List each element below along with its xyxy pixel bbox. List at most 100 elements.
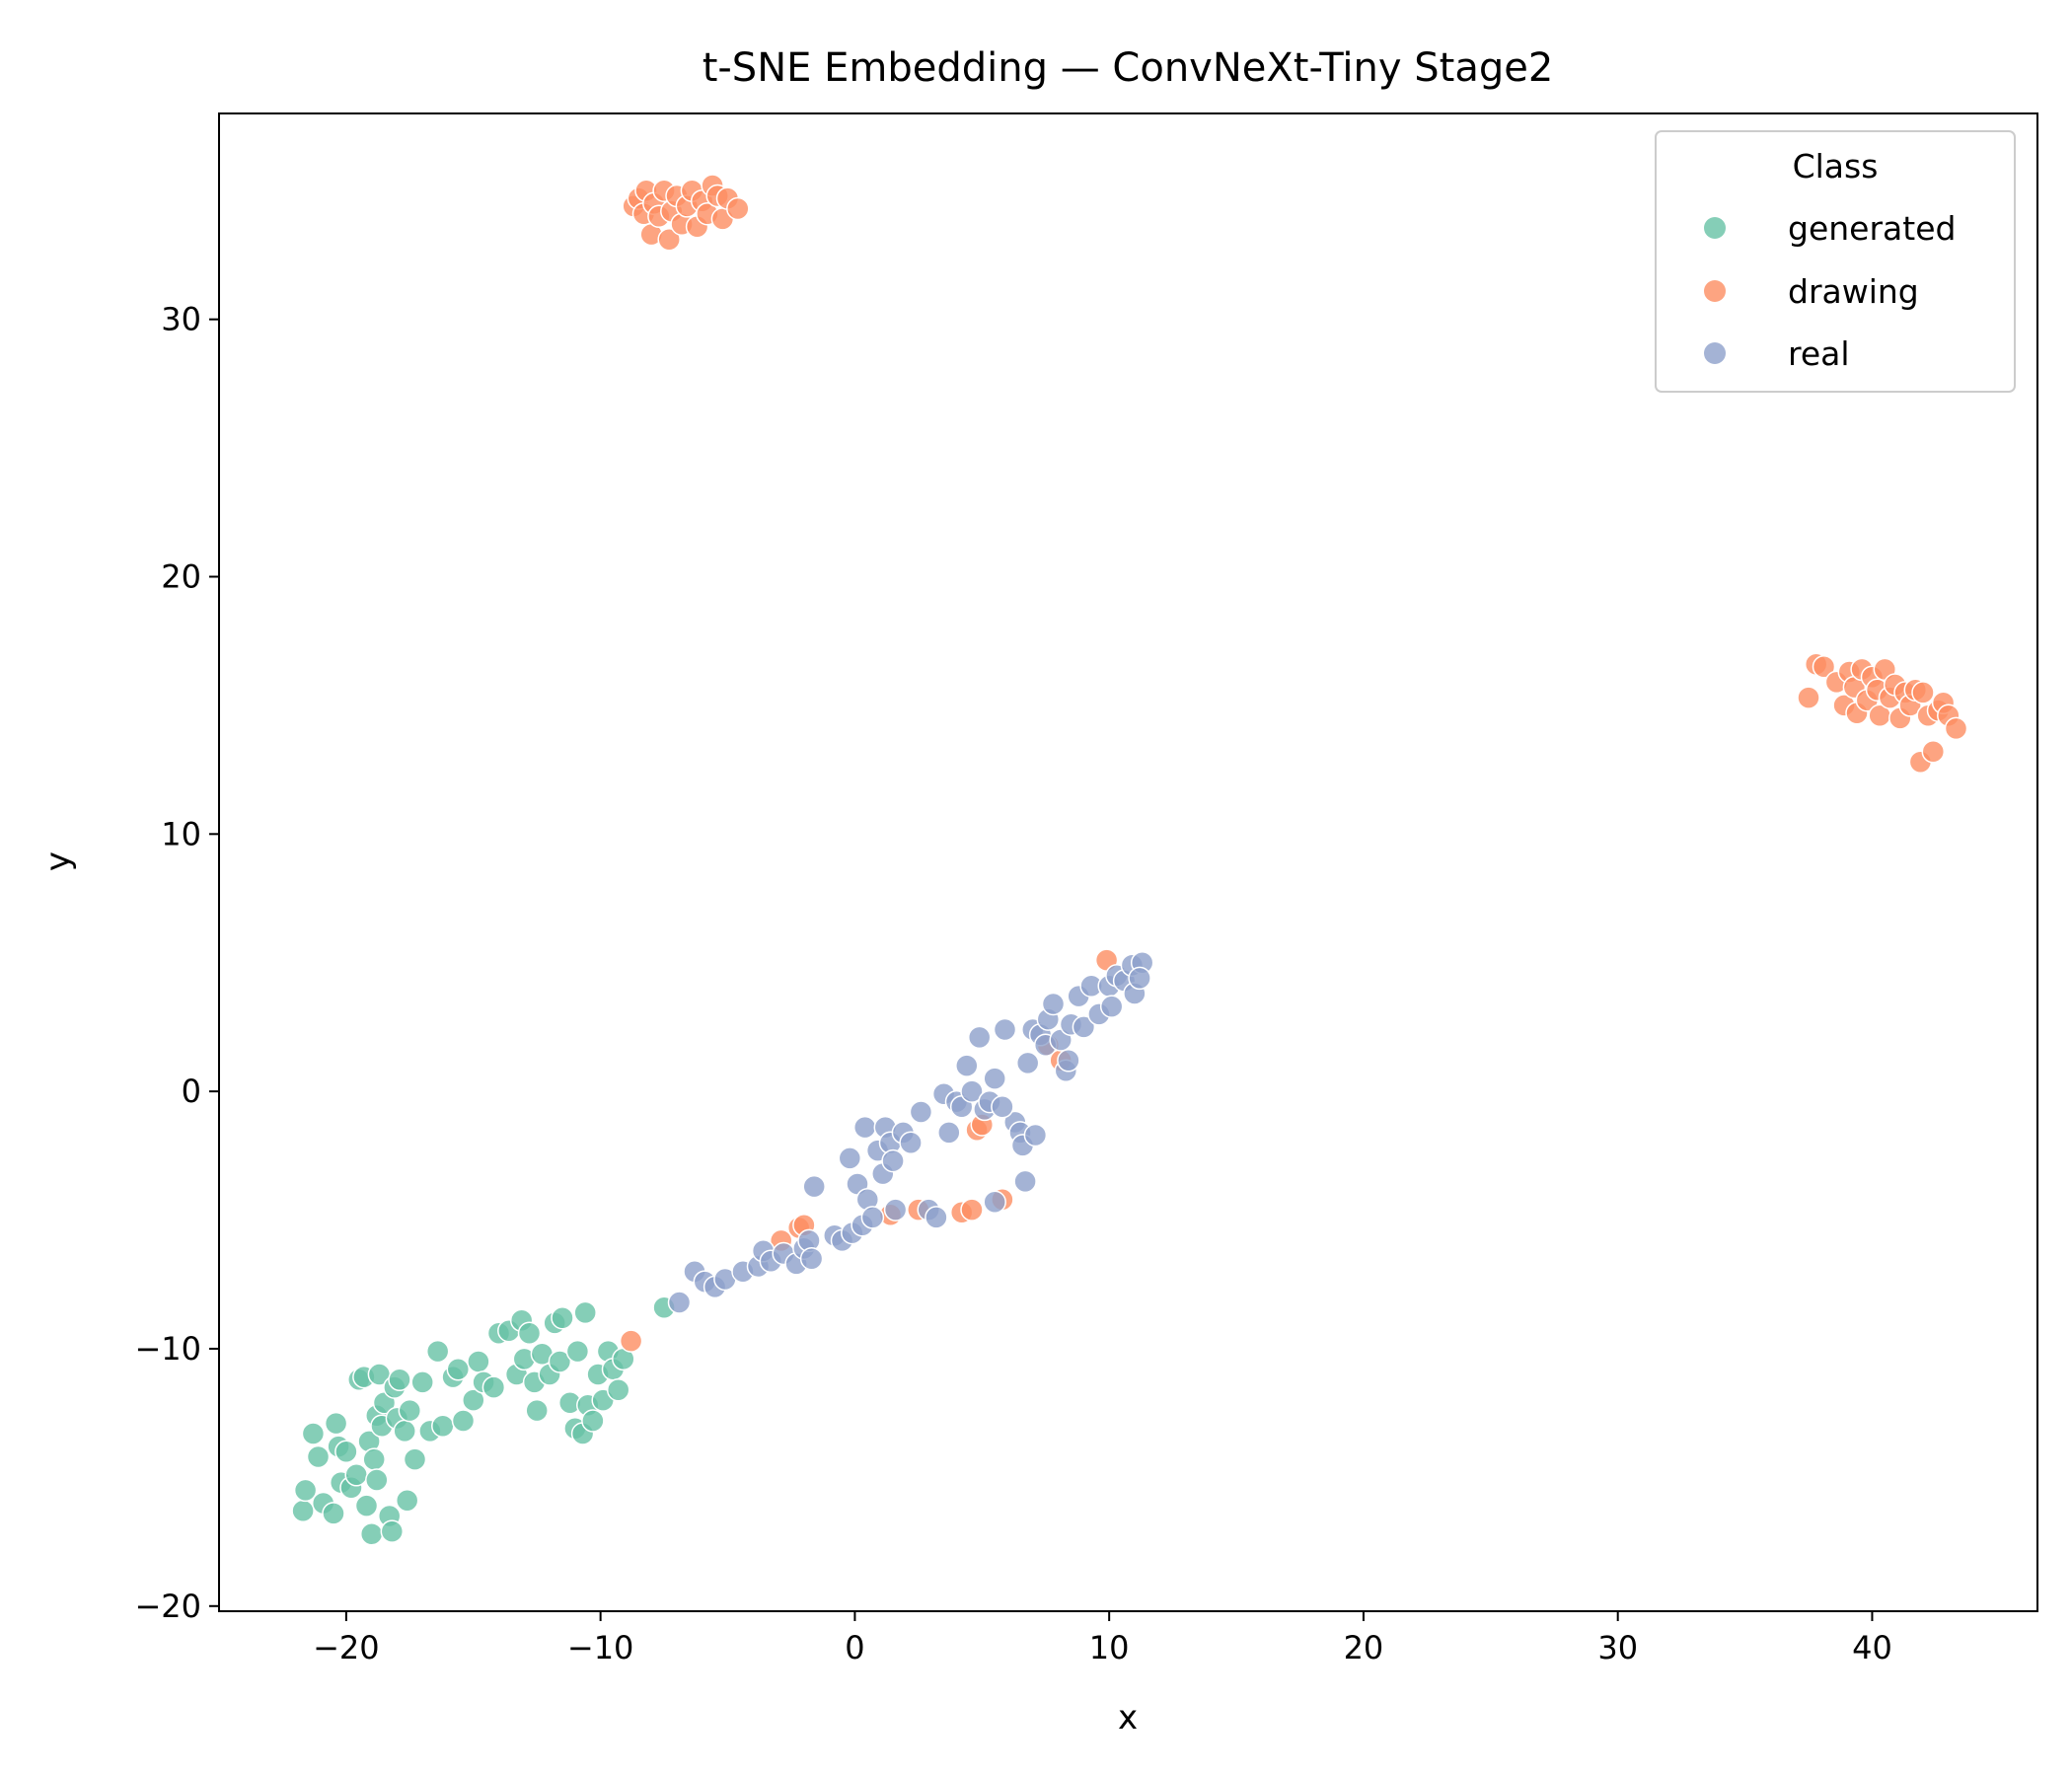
point-real [1099,995,1124,1018]
point-generated [525,1398,549,1423]
series-real [667,950,1154,1314]
point-generated [388,1368,411,1392]
point-generated [425,1339,450,1364]
point-generated [334,1440,358,1464]
point-real [983,1067,1006,1090]
point-generated [380,1519,405,1543]
point-real [1013,1169,1037,1194]
point-real [899,1131,923,1155]
y-tick-label: 30 [161,301,201,338]
chart-title: t-SNE Embedding — ConvNeXt-Tiny Stage2 [703,45,1554,91]
point-generated [565,1339,590,1364]
point-drawing [619,1329,643,1353]
point-generated [573,1300,597,1325]
y-tick-label: 10 [161,815,201,852]
point-real [937,1121,961,1145]
point-generated [354,1494,379,1517]
x-tick-label: 10 [1089,1629,1130,1666]
point-real [1041,992,1066,1016]
series-generated [291,1295,676,1546]
point-real [993,1017,1017,1042]
point-real [799,1246,824,1271]
point-generated [446,1358,471,1381]
legend: Class generated drawing real [1655,130,2016,393]
point-generated [481,1375,506,1399]
point-real [838,1147,862,1170]
point-generated [467,1350,490,1373]
point-real [881,1148,905,1173]
point-real [1015,1051,1040,1075]
point-real [802,1174,826,1199]
point-generated [462,1388,485,1412]
point-generated [365,1468,389,1492]
legend-label-drawing: drawing [1788,272,1919,311]
legend-box [1655,130,2016,393]
point-real [991,1095,1014,1119]
point-generated [291,1499,315,1523]
point-real [1023,1123,1048,1147]
y-tick-label: −20 [134,1588,201,1625]
point-real [955,1054,979,1077]
point-drawing [1911,681,1935,704]
legend-marker-drawing [1704,280,1726,302]
point-generated [301,1422,326,1445]
point-real [883,1198,908,1221]
point-generated [395,1489,419,1513]
x-tick-label: −20 [313,1629,380,1666]
plot-area-frame [218,112,2038,1612]
point-generated [322,1502,345,1525]
point-generated [324,1411,348,1436]
legend-marker-generated [1704,217,1726,239]
point-generated [398,1398,422,1423]
x-axis-label: x [1118,1698,1138,1738]
point-real [925,1206,948,1229]
point-generated [517,1321,542,1346]
x-tick-label: 20 [1344,1629,1384,1666]
x-tick-label: 0 [845,1629,864,1666]
point-drawing [726,196,750,221]
point-generated [606,1377,630,1402]
point-generated [548,1350,572,1373]
point-real [909,1100,933,1124]
point-drawing [1921,740,1946,764]
point-generated [403,1447,427,1471]
x-axis-ticks: −20 −10 0 10 20 30 40 [313,1611,1892,1666]
point-generated [344,1463,368,1487]
point-drawing [1944,716,1968,741]
point-real [667,1291,692,1314]
point-real [960,1079,984,1103]
y-tick-label: 0 [182,1073,201,1110]
legend-label-generated: generated [1788,209,1956,248]
point-drawing [657,228,681,252]
point-generated [581,1409,605,1433]
y-tick-label: 20 [161,557,201,595]
y-tick-label: −10 [134,1330,201,1368]
point-real [860,1206,885,1229]
x-tick-label: 40 [1852,1629,1892,1666]
point-generated [431,1414,455,1438]
y-axis-ticks: −20 −10 0 10 20 30 [134,301,219,1625]
point-generated [551,1305,574,1330]
point-real [1057,1049,1080,1073]
plot-points [291,174,1968,1546]
y-axis-label: y [38,851,78,871]
point-real [967,1025,992,1050]
x-tick-label: 30 [1597,1629,1638,1666]
x-tick-label: −10 [567,1629,634,1666]
point-generated [293,1478,318,1503]
point-generated [359,1522,384,1546]
series-drawing [619,174,1968,1353]
point-generated [306,1444,331,1469]
legend-label-real: real [1788,334,1850,373]
point-drawing [1797,686,1820,709]
point-generated [362,1447,386,1471]
point-generated [393,1419,416,1443]
point-drawing [960,1198,984,1221]
legend-marker-real [1704,342,1726,364]
point-drawing [1812,655,1836,679]
legend-title: Class [1793,147,1879,185]
point-real [1072,1015,1096,1039]
point-real [1128,966,1151,991]
point-real [852,1115,877,1140]
